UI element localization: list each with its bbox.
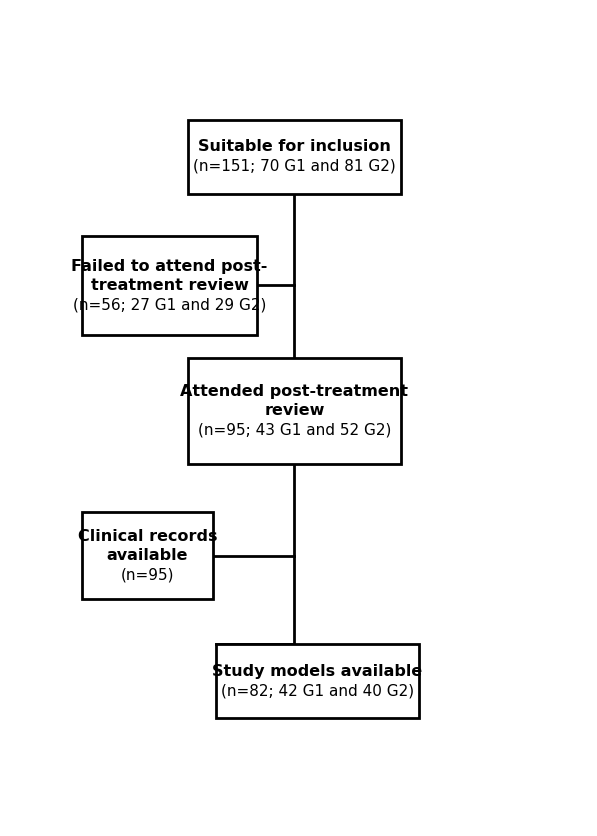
Text: available: available (107, 548, 188, 563)
FancyBboxPatch shape (188, 358, 401, 464)
Text: Clinical records: Clinical records (78, 529, 217, 544)
Text: treatment review: treatment review (91, 278, 248, 293)
Text: (n=82; 42 G1 and 40 G2): (n=82; 42 G1 and 40 G2) (221, 684, 414, 698)
Text: Failed to attend post-: Failed to attend post- (71, 258, 267, 273)
FancyBboxPatch shape (82, 512, 214, 599)
FancyBboxPatch shape (188, 120, 401, 194)
FancyBboxPatch shape (216, 645, 419, 718)
Text: (n=56; 27 G1 and 29 G2): (n=56; 27 G1 and 29 G2) (73, 298, 266, 312)
Text: Study models available: Study models available (213, 664, 423, 679)
Text: review: review (264, 404, 325, 418)
Text: Attended post-treatment: Attended post-treatment (180, 384, 408, 399)
FancyBboxPatch shape (82, 236, 257, 335)
Text: (n=95; 43 G1 and 52 G2): (n=95; 43 G1 and 52 G2) (198, 423, 391, 438)
Text: (n=151; 70 G1 and 81 G2): (n=151; 70 G1 and 81 G2) (193, 159, 396, 174)
Text: Suitable for inclusion: Suitable for inclusion (198, 140, 391, 155)
Text: (n=95): (n=95) (121, 568, 174, 583)
